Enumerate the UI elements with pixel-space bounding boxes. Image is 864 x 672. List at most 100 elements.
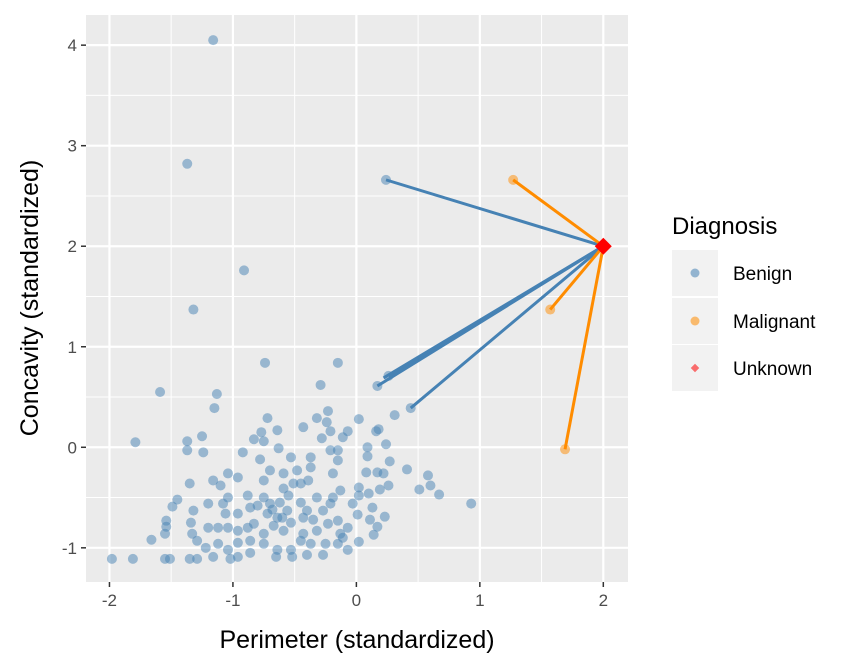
benign-point: [182, 445, 193, 456]
unknown-point: [594, 237, 612, 255]
benign-point: [164, 553, 175, 564]
benign-point: [213, 538, 224, 549]
benign-point: [361, 467, 372, 478]
benign-point: [213, 522, 224, 533]
benign-point: [258, 492, 269, 503]
benign-point: [232, 472, 243, 483]
benign-point: [155, 386, 166, 397]
benign-point: [322, 518, 333, 529]
benign-point: [311, 413, 322, 424]
benign-point: [185, 517, 196, 528]
benign-point: [285, 544, 296, 555]
legend-malignant-marker: [690, 316, 700, 326]
legend-label-unknown: Unknown: [733, 359, 812, 380]
x-axis-title: Perimeter (standardized): [219, 626, 494, 654]
benign-point: [402, 464, 413, 475]
malignant-neighbor-line: [512, 178, 605, 248]
benign-point: [353, 414, 364, 425]
benign-point: [325, 445, 336, 456]
benign-point: [384, 456, 395, 467]
benign-point: [466, 498, 477, 509]
benign-point: [327, 492, 338, 503]
benign-point: [198, 447, 209, 458]
benign-point: [378, 468, 389, 479]
benign-point: [239, 265, 250, 276]
x-tick-label: 1: [475, 591, 484, 610]
benign-point: [222, 544, 233, 555]
benign-point: [362, 451, 373, 462]
benign-point: [372, 380, 383, 391]
benign-point: [383, 480, 394, 491]
benign-point: [220, 508, 231, 519]
benign-point: [237, 447, 248, 458]
benign-point: [182, 436, 193, 447]
benign-point: [363, 488, 374, 499]
benign-point: [188, 505, 199, 516]
y-tick-label: 3: [68, 137, 77, 156]
benign-point: [184, 553, 195, 564]
benign-point: [222, 468, 233, 479]
benign-point: [318, 505, 329, 516]
benign-point: [332, 455, 343, 466]
benign-point: [337, 532, 348, 543]
benign-point: [368, 529, 379, 540]
benign-point: [258, 528, 269, 539]
benign-point: [252, 500, 263, 511]
benign-point: [260, 357, 271, 368]
benign-point: [167, 501, 178, 512]
benign-neighbor-line: [409, 245, 605, 410]
y-axis-title: Concavity (standardized): [16, 160, 44, 437]
benign-point: [353, 536, 364, 547]
benign-point: [273, 443, 284, 454]
benign-point: [311, 492, 322, 503]
benign-point: [315, 379, 326, 390]
benign-point: [342, 544, 353, 555]
benign-point: [327, 468, 338, 479]
benign-point: [381, 439, 392, 450]
benign-point: [342, 522, 353, 533]
benign-point: [282, 505, 293, 516]
benign-point: [367, 502, 378, 513]
benign-point: [192, 535, 203, 546]
benign-point: [389, 410, 400, 421]
benign-point: [242, 490, 253, 501]
benign-point: [301, 549, 312, 560]
benign-point: [383, 370, 394, 381]
benign-point: [332, 357, 343, 368]
benign-point: [298, 512, 309, 523]
benign-point: [187, 528, 198, 539]
benign-point: [305, 452, 316, 463]
legend-label-benign: Benign: [733, 264, 792, 285]
benign-point: [256, 427, 267, 438]
benign-point: [197, 431, 208, 442]
y-tick-label: 2: [68, 237, 77, 256]
malignant-point: [560, 444, 571, 455]
benign-point: [278, 525, 289, 536]
y-tick-label: -1: [62, 539, 77, 558]
x-tick-label: -2: [102, 591, 117, 610]
benign-point: [245, 535, 256, 546]
benign-point: [379, 511, 390, 522]
y-tick-label: 1: [68, 338, 77, 357]
benign-point: [347, 498, 358, 509]
benign-point: [272, 544, 283, 555]
benign-point: [274, 497, 285, 508]
benign-point: [292, 465, 303, 476]
benign-point: [405, 403, 416, 414]
benign-point: [362, 442, 373, 453]
benign-point: [172, 494, 183, 505]
benign-point: [414, 484, 425, 495]
x-axis: -2 -1 0 1 2: [102, 582, 608, 610]
benign-point: [422, 470, 433, 481]
benign-point: [353, 482, 364, 493]
benign-point: [322, 406, 333, 417]
benign-point: [374, 484, 385, 495]
legend: Diagnosis Benign Malignant Unknown: [672, 213, 816, 391]
benign-point: [373, 424, 384, 435]
malignant-point: [508, 174, 519, 185]
benign-point: [200, 542, 211, 553]
benign-point: [211, 389, 222, 400]
benign-point: [311, 525, 322, 536]
benign-point: [258, 538, 269, 549]
legend-unknown-marker: [690, 363, 700, 373]
